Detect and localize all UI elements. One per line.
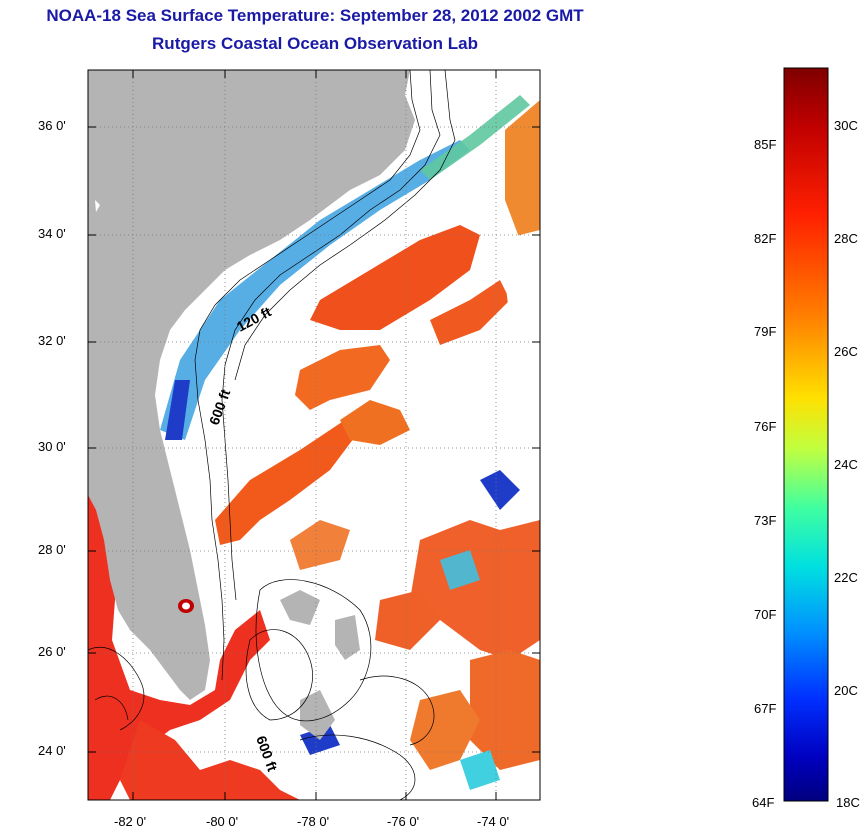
colorbar-label-20c: 20C (834, 683, 858, 698)
lat-label-28: 28 0' (38, 542, 66, 557)
colorbar-label-18c: 18C (836, 795, 860, 810)
colorbar-label-28c: 28C (834, 231, 858, 246)
lat-label-30: 30 0' (38, 439, 66, 454)
land-mass (88, 70, 415, 740)
map-subtitle: Rutgers Coastal Ocean Observation Lab (152, 34, 478, 53)
lat-label-32: 32 0' (38, 333, 66, 348)
colorbar (783, 67, 829, 802)
colorbar-label-67f: 67F (754, 701, 777, 716)
map-frame (87, 69, 541, 801)
graticule (88, 70, 540, 800)
lat-label-34: 34 0' (38, 226, 66, 241)
colorbar-label-82f: 82F (754, 231, 777, 246)
lat-label-36: 36 0' (38, 118, 66, 133)
lon-label-82: -82 0' (114, 814, 147, 829)
colorbar-label-79f: 79F (754, 324, 777, 339)
lon-label-78: -78 0' (297, 814, 330, 829)
axis-ticks (88, 70, 540, 800)
map-title: NOAA-18 Sea Surface Temperature: Septemb… (46, 6, 584, 25)
lon-label-80: -80 0' (206, 814, 239, 829)
lon-label-74: -74 0' (477, 814, 510, 829)
colorbar-label-76f: 76F (754, 419, 777, 434)
lon-label-76: -76 0' (387, 814, 420, 829)
colorbar-label-64f: 64F (752, 795, 775, 810)
sst-cool-patches (160, 95, 530, 790)
sst-warm-patches (88, 100, 540, 800)
depth-contours (88, 70, 456, 800)
colorbar-label-24c: 24C (834, 457, 858, 472)
colorbar-label-22c: 22C (834, 570, 858, 585)
colorbar-label-26c: 26C (834, 344, 858, 359)
colorbar-label-85f: 85F (754, 137, 777, 152)
colorbar-label-30c: 30C (834, 118, 858, 133)
colorbar-label-70f: 70F (754, 607, 777, 622)
lat-label-26: 26 0' (38, 644, 66, 659)
colorbar-label-73f: 73F (754, 513, 777, 528)
lat-label-24: 24 0' (38, 743, 66, 758)
